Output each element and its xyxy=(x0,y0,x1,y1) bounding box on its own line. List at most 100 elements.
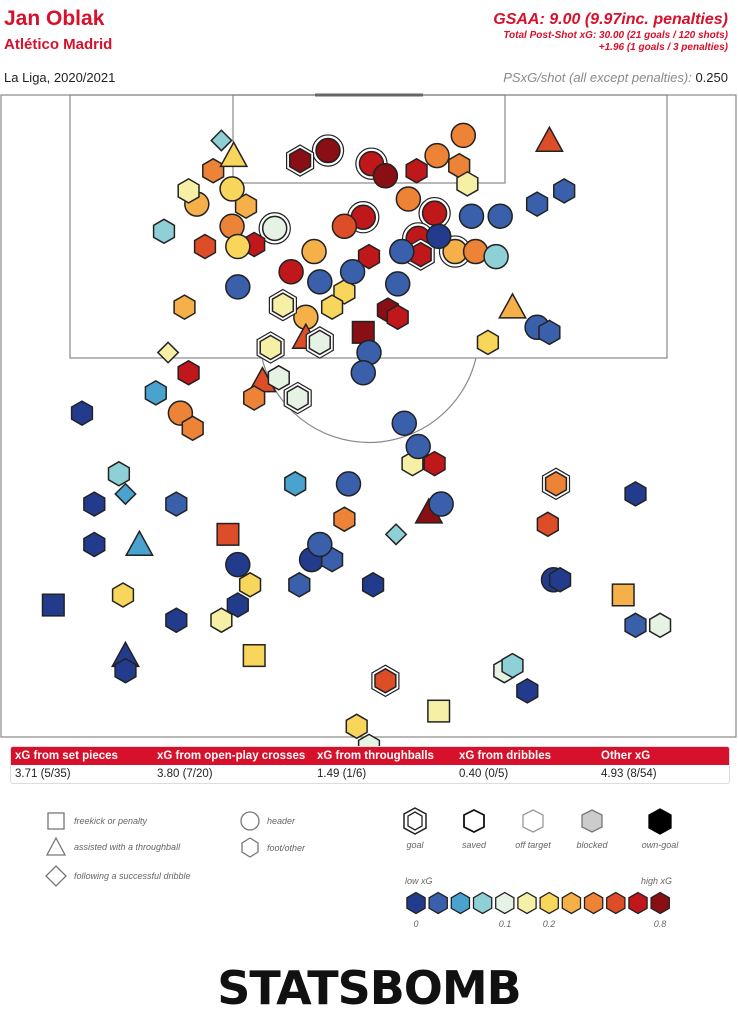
shot-117 xyxy=(427,699,451,723)
shot-marker-circle xyxy=(307,269,333,295)
legend-outcome-off-target: off target xyxy=(515,809,551,850)
shot-marker-hexagon xyxy=(193,233,217,260)
shot-90 xyxy=(107,460,131,487)
shot-marker-square xyxy=(216,522,240,546)
outcome-goal-label: goal xyxy=(406,840,424,850)
shot-73 xyxy=(538,319,561,346)
xg-tick-0: 0 xyxy=(413,919,418,929)
shot-marker-hexagon xyxy=(305,326,334,359)
shot-marker-hexagon xyxy=(165,607,188,634)
shot-97 xyxy=(225,551,251,578)
shot-marker-circle xyxy=(428,491,454,517)
shot-23 xyxy=(202,157,225,184)
shot-marker-hexagon xyxy=(525,191,549,217)
shot-33 xyxy=(333,279,356,305)
shot-83 xyxy=(152,218,176,245)
xg-swatch-11 xyxy=(628,891,648,915)
shot-26 xyxy=(450,122,477,149)
shot-marker-circle xyxy=(458,203,485,229)
shot-marker-circle xyxy=(225,233,251,260)
psxg-per-shot-value: 0.250 xyxy=(695,70,728,85)
shot-marker-circle xyxy=(335,471,362,497)
shot-marker-circle xyxy=(258,212,291,245)
shot-marker-circle xyxy=(219,176,245,202)
shot-93 xyxy=(83,531,106,558)
shot-marker-circle xyxy=(424,142,450,169)
shot-marker-hexagon xyxy=(181,415,204,442)
shot-96 xyxy=(216,522,240,546)
shot-marker-circle xyxy=(331,213,358,240)
legend: freekick or penalty assisted with a thro… xyxy=(45,807,679,929)
pitch-lines xyxy=(0,93,737,738)
shot-45 xyxy=(177,178,200,204)
shot-38 xyxy=(225,274,251,300)
legend-outcome-blocked: blocked xyxy=(576,809,609,850)
shot-8 xyxy=(421,200,448,226)
outcome-saved-label: saved xyxy=(462,840,487,850)
shot-marker-hexagon xyxy=(152,218,176,245)
shot-112 xyxy=(114,657,137,684)
logo-text: STATSBOMB xyxy=(217,961,520,1015)
shot-48 xyxy=(177,359,200,386)
shot-1 xyxy=(315,137,341,164)
shot-marker-hexagon xyxy=(361,571,385,598)
xg-value-throughballs: 1.49 (1/6) xyxy=(317,768,367,780)
xg-value-dribbles: 0.40 (0/5) xyxy=(459,768,509,780)
psxg-total-line1: Total Post-Shot xG: 30.00 (21 goals / 12… xyxy=(503,30,728,41)
shot-32 xyxy=(458,203,485,229)
shot-13 xyxy=(357,243,381,270)
shot-42 xyxy=(384,271,411,297)
shot-102 xyxy=(226,592,249,618)
shot-marker-circle xyxy=(311,134,345,167)
xg-swatch-7 xyxy=(539,891,559,915)
shot-marker-diamond xyxy=(384,523,408,546)
legend-diamond-label: following a successful dribble xyxy=(74,871,191,881)
shot-91 xyxy=(114,482,137,506)
xg-low-label: low xG xyxy=(405,876,433,886)
shot-marker-hexagon xyxy=(268,288,297,322)
statsbomb-logo: STATSBOMB xyxy=(217,961,521,1015)
shot-marker-circle xyxy=(450,122,477,149)
shot-84 xyxy=(193,233,217,260)
xg-tick-0.2: 0.2 xyxy=(543,919,556,929)
shot-104 xyxy=(242,644,266,668)
xg-swatch-3 xyxy=(450,891,471,915)
shot-marker-hexagon xyxy=(333,506,356,533)
shot-79 xyxy=(548,566,572,593)
hexagon-icon xyxy=(241,837,259,858)
xg-value-set-pieces: 3.71 (5/35) xyxy=(15,768,71,780)
shot-marker-hexagon xyxy=(456,171,479,197)
shot-68 xyxy=(487,203,513,229)
shot-5 xyxy=(405,157,428,184)
xg-high-label: high xG xyxy=(641,876,672,886)
shot-marker-hexagon xyxy=(538,319,561,346)
shot-marker-hexagon xyxy=(333,279,356,305)
shot-24 xyxy=(219,140,249,168)
square-icon xyxy=(47,812,65,830)
shot-marker-hexagon xyxy=(405,157,428,184)
shot-15 xyxy=(386,304,409,331)
shot-marker-hexagon xyxy=(83,531,106,558)
xg-swatch-10 xyxy=(606,891,626,915)
shot-92 xyxy=(83,491,106,517)
shot-101 xyxy=(165,607,188,634)
shot-marker-hexagon xyxy=(288,571,311,598)
shot-25 xyxy=(210,129,233,152)
shot-4 xyxy=(372,163,399,189)
shot-marker-triangle xyxy=(498,292,527,319)
xg-table-values: 3.71 (5/35) 3.80 (7/20) 1.49 (1/6) 0.40 … xyxy=(11,765,729,783)
shot-marker-hexagon xyxy=(177,178,200,204)
pitch-outline xyxy=(0,94,737,738)
shot-35 xyxy=(271,292,295,318)
shot-marker-hexagon xyxy=(357,243,381,270)
shot-98 xyxy=(238,571,262,598)
shot-marker-circle xyxy=(391,410,418,436)
shot-marker-diamond xyxy=(114,482,137,506)
shot-28 xyxy=(456,171,479,197)
shot-67 xyxy=(498,292,527,319)
shot-marker-hexagon xyxy=(476,329,500,356)
shot-marker-hexagon xyxy=(386,304,409,331)
shot-113 xyxy=(374,667,397,694)
xg-header-throughballs: xG from throughballs xyxy=(317,750,434,762)
shot-66 xyxy=(476,329,500,356)
